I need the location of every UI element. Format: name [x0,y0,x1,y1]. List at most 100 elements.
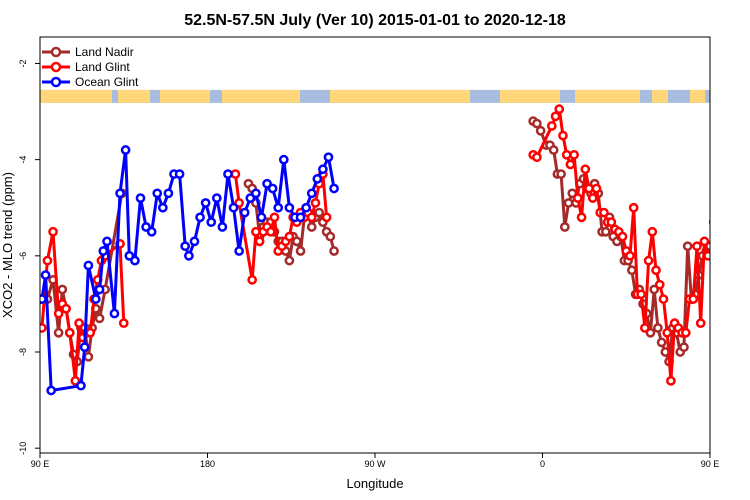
data-point [284,202,295,213]
data-point [273,202,284,213]
data-point [295,246,306,256]
data-point [234,246,244,256]
data-point [83,260,94,271]
data-point [554,104,565,114]
data-point [318,164,328,175]
data-point [559,222,570,232]
data-point [48,226,58,237]
data-point [79,342,90,353]
data-point [558,130,568,141]
data-point [206,217,217,228]
data-point [217,222,228,232]
data-point [146,226,157,237]
data-point [600,226,611,237]
data-point [230,169,241,179]
data-point [184,250,194,261]
data-point [40,270,51,280]
data-point [569,149,579,160]
data-point [174,169,185,179]
data-point [306,222,317,232]
data-point [606,217,617,228]
strip-land-5 [500,89,560,103]
data-point [40,294,47,304]
data-point [718,185,725,192]
data-point [719,190,726,197]
data-point [628,202,639,213]
data-point [109,308,120,319]
data-point [64,327,75,338]
data-point [695,318,706,329]
legend-label: Land Glint [75,60,130,74]
data-point [314,207,325,218]
legend-swatch-point [50,46,62,58]
data-point [157,202,168,213]
data-point [247,275,258,285]
data-point [651,265,661,276]
x-tick-label: 90 E [31,459,50,469]
y-tick-label: -6 [18,252,28,260]
data-point [329,183,339,194]
data-point [532,118,542,129]
data-point [647,226,658,237]
data-point [325,231,336,242]
data-point [90,294,101,304]
y-tick-label: -4 [18,156,28,164]
data-point [53,308,64,319]
data-point [267,183,278,194]
data-point [321,212,332,223]
data-point [40,323,47,333]
strip-land-1 [118,89,150,103]
data-point [295,212,306,223]
series-line [532,119,710,364]
data-point [74,318,84,329]
data-point [708,219,710,226]
data-point [550,111,561,122]
data-point [666,376,676,386]
data-point [254,236,265,247]
y-tick-label: -8 [18,348,28,356]
data-point [135,193,146,203]
data-point [152,188,163,199]
x-tick-label: 0 [540,459,545,469]
data-point [662,327,673,338]
data-point [291,236,302,247]
data-point [654,279,665,290]
data-point [658,294,669,304]
data-point [284,255,295,266]
strip-land-8 [690,89,705,103]
series-land-glint [40,104,710,386]
data-point [617,231,628,242]
data-point [57,284,68,295]
data-point [306,212,317,223]
data-point [584,183,594,194]
data-point [53,327,64,338]
data-point [714,180,721,187]
legend-swatch-point [50,61,62,73]
data-point [61,303,71,314]
data-point [682,241,693,252]
data-point [312,174,323,184]
data-point [163,188,174,199]
data-point [587,193,598,203]
data-point [699,236,710,247]
legend-label: Land Nadir [75,45,134,59]
data-point [85,327,96,338]
data-point [653,323,663,333]
data-point [301,202,311,213]
strip-land-3 [222,89,300,103]
data-point [120,145,131,155]
data-point [688,294,699,304]
data-point [130,255,140,266]
data-point [306,188,317,199]
data-point [115,188,125,199]
data-point [692,241,702,252]
data-point [195,212,205,223]
data-point [98,246,109,256]
data-point [599,207,609,218]
data-point [636,289,646,300]
y-tick-label: -10 [18,442,28,455]
data-point [535,125,546,136]
data-point [189,236,200,247]
